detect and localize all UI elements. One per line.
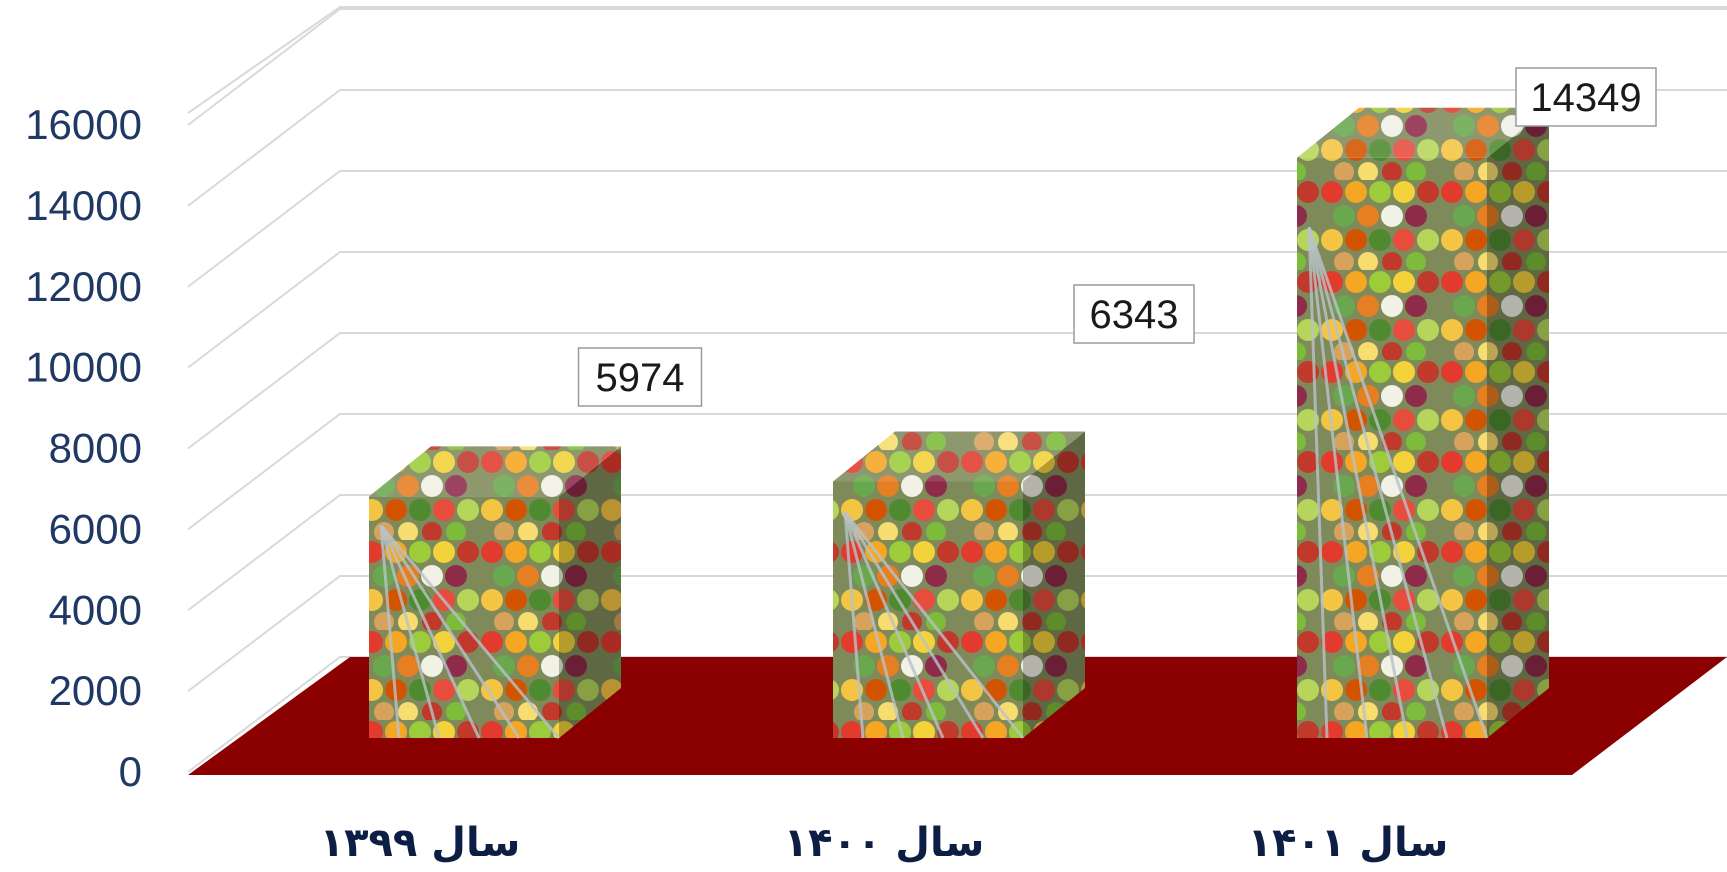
bar-texture-line bbox=[1307, 227, 1329, 739]
bar-texture-line bbox=[379, 524, 561, 739]
bar-texture-line bbox=[1307, 227, 1409, 739]
bar-side-shade bbox=[1487, 107, 1549, 738]
bar-top-shade bbox=[369, 446, 621, 497]
bar-texture-line bbox=[843, 511, 1025, 739]
bar bbox=[1297, 107, 1549, 739]
data-label-box bbox=[1515, 67, 1657, 127]
bar-side-shade bbox=[1023, 431, 1085, 738]
data-label-text: 6343 bbox=[1090, 293, 1179, 337]
bar bbox=[833, 431, 1085, 739]
bar-top-face bbox=[1297, 107, 1549, 158]
bar-front-face bbox=[369, 496, 559, 738]
bar-top-face bbox=[833, 431, 1085, 482]
y-tick-label: 6000 bbox=[49, 505, 142, 552]
bar-texture-line bbox=[843, 512, 865, 739]
y-tick-label: 8000 bbox=[49, 425, 142, 472]
bar-top-face bbox=[369, 446, 621, 497]
data-label-text: 14349 bbox=[1530, 76, 1641, 120]
bar-texture-line bbox=[1307, 226, 1449, 739]
gridline bbox=[187, 8, 1727, 126]
bar-texture-line bbox=[1307, 226, 1489, 739]
y-tick-label: 16000 bbox=[25, 101, 142, 148]
gridline bbox=[187, 6, 1727, 114]
bar bbox=[369, 446, 621, 739]
x-axis-categories: سال ۱۳۹۹ سال ۱۴۰۰ سال ۱۴۰۱ bbox=[320, 820, 1449, 866]
bar-texture-line bbox=[379, 524, 521, 739]
x-category-label: سال ۱۳۹۹ bbox=[320, 820, 521, 866]
gridlines bbox=[187, 6, 1727, 773]
bar-side-face bbox=[1023, 431, 1085, 738]
bar-texture-line bbox=[843, 511, 905, 739]
bar-side-shade bbox=[559, 446, 621, 738]
gridline bbox=[187, 89, 1727, 207]
bar-texture-line bbox=[843, 511, 985, 739]
y-tick-label: 0 bbox=[119, 748, 142, 795]
bar-texture-line bbox=[1307, 227, 1369, 739]
bar-top-shade bbox=[1297, 107, 1549, 158]
x-category-label: سال ۱۴۰۰ bbox=[784, 820, 985, 866]
bar-side-face bbox=[1487, 107, 1549, 738]
x-category-label: سال ۱۴۰۱ bbox=[1248, 820, 1449, 866]
gridline bbox=[187, 332, 1727, 450]
data-label: 5974 bbox=[577, 347, 703, 407]
data-label: 6343 bbox=[1073, 284, 1195, 344]
bar-texture-line bbox=[379, 525, 401, 739]
data-label-text: 5974 bbox=[596, 356, 685, 400]
bar-texture-line bbox=[379, 524, 481, 739]
y-tick-label: 4000 bbox=[49, 586, 142, 633]
gridline bbox=[187, 170, 1727, 288]
y-tick-label: 12000 bbox=[25, 263, 142, 310]
gridline bbox=[187, 494, 1727, 612]
bar-front-face bbox=[1297, 157, 1487, 738]
bars bbox=[369, 107, 1549, 739]
gridline bbox=[187, 251, 1727, 369]
data-label-box bbox=[577, 347, 703, 407]
bar-side-face bbox=[559, 446, 621, 738]
y-tick-label: 2000 bbox=[49, 667, 142, 714]
bar-front-face bbox=[833, 481, 1023, 738]
bar-texture-line bbox=[379, 525, 441, 739]
y-tick-label: 14000 bbox=[25, 182, 142, 229]
data-label: 14349 bbox=[1515, 67, 1657, 127]
y-tick-label: 10000 bbox=[25, 344, 142, 391]
bar-texture-line bbox=[843, 511, 945, 739]
bar-top-shade bbox=[833, 431, 1085, 482]
y-axis-ticks: 0 2000 4000 6000 8000 10000 12000 14000 16000 bbox=[25, 101, 142, 795]
data-labels: 5974 6343 14349 bbox=[577, 67, 1657, 407]
data-label-box bbox=[1073, 284, 1195, 344]
gridline bbox=[187, 575, 1727, 692]
gridline bbox=[187, 413, 1727, 531]
